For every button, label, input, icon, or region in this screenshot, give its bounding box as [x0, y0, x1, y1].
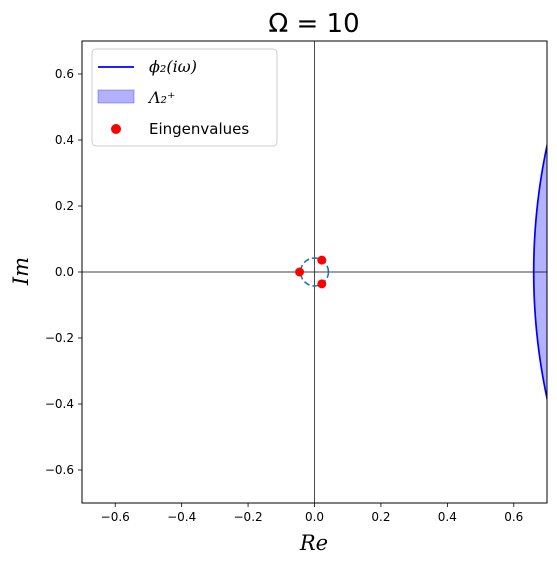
y-tick-label: −0.4: [45, 397, 74, 411]
dashed-reference-circle: [299, 257, 330, 287]
y-tick-label: 0.0: [55, 265, 74, 279]
x-tick-label: 0.2: [371, 510, 390, 524]
legend-box: [91, 48, 278, 147]
x-tick-label: 0.4: [438, 510, 457, 524]
plot-area: [82, 41, 547, 503]
boundary-curve-phi2: [532, 141, 547, 403]
legend-label-eigenvalues: Eingenvalues: [149, 120, 249, 138]
x-tick-label: −0.2: [234, 510, 263, 524]
eigenvalue-point-1: [295, 267, 305, 277]
y-axis-label: Im: [9, 257, 33, 286]
legend-label-region: Λ₂⁺: [147, 88, 175, 107]
y-tick-label: 0.6: [55, 67, 74, 81]
y-tick-label: −0.2: [45, 331, 74, 345]
legend-patch-swatch: [97, 89, 135, 104]
eigenvalue-point-2: [317, 255, 327, 265]
legend-marker-swatch: [111, 124, 121, 134]
x-axis-ticks: −0.6 −0.4 −0.2 0.0 0.2 0.4 0.6: [101, 503, 523, 524]
x-tick-label: 0.0: [305, 510, 324, 524]
y-tick-label: 0.4: [55, 133, 74, 147]
x-tick-label: −0.4: [167, 510, 196, 524]
eigenvalue-points: [295, 255, 327, 289]
chart-title: Ω = 10: [268, 9, 359, 39]
y-tick-label: −0.6: [45, 463, 74, 477]
y-axis-ticks: −0.6 −0.4 −0.2 0.0 0.2 0.4 0.6: [45, 67, 82, 477]
x-tick-label: 0.6: [504, 510, 523, 524]
y-tick-label: 0.2: [55, 199, 74, 213]
x-tick-label: −0.6: [101, 510, 130, 524]
legend-label-boundary: ϕ₂(iω): [149, 57, 197, 76]
eigenvalue-point-3: [317, 279, 327, 289]
legend: ϕ₂(iω) Λ₂⁺ Eingenvalues: [91, 48, 278, 147]
x-axis-label: Re: [299, 531, 328, 555]
